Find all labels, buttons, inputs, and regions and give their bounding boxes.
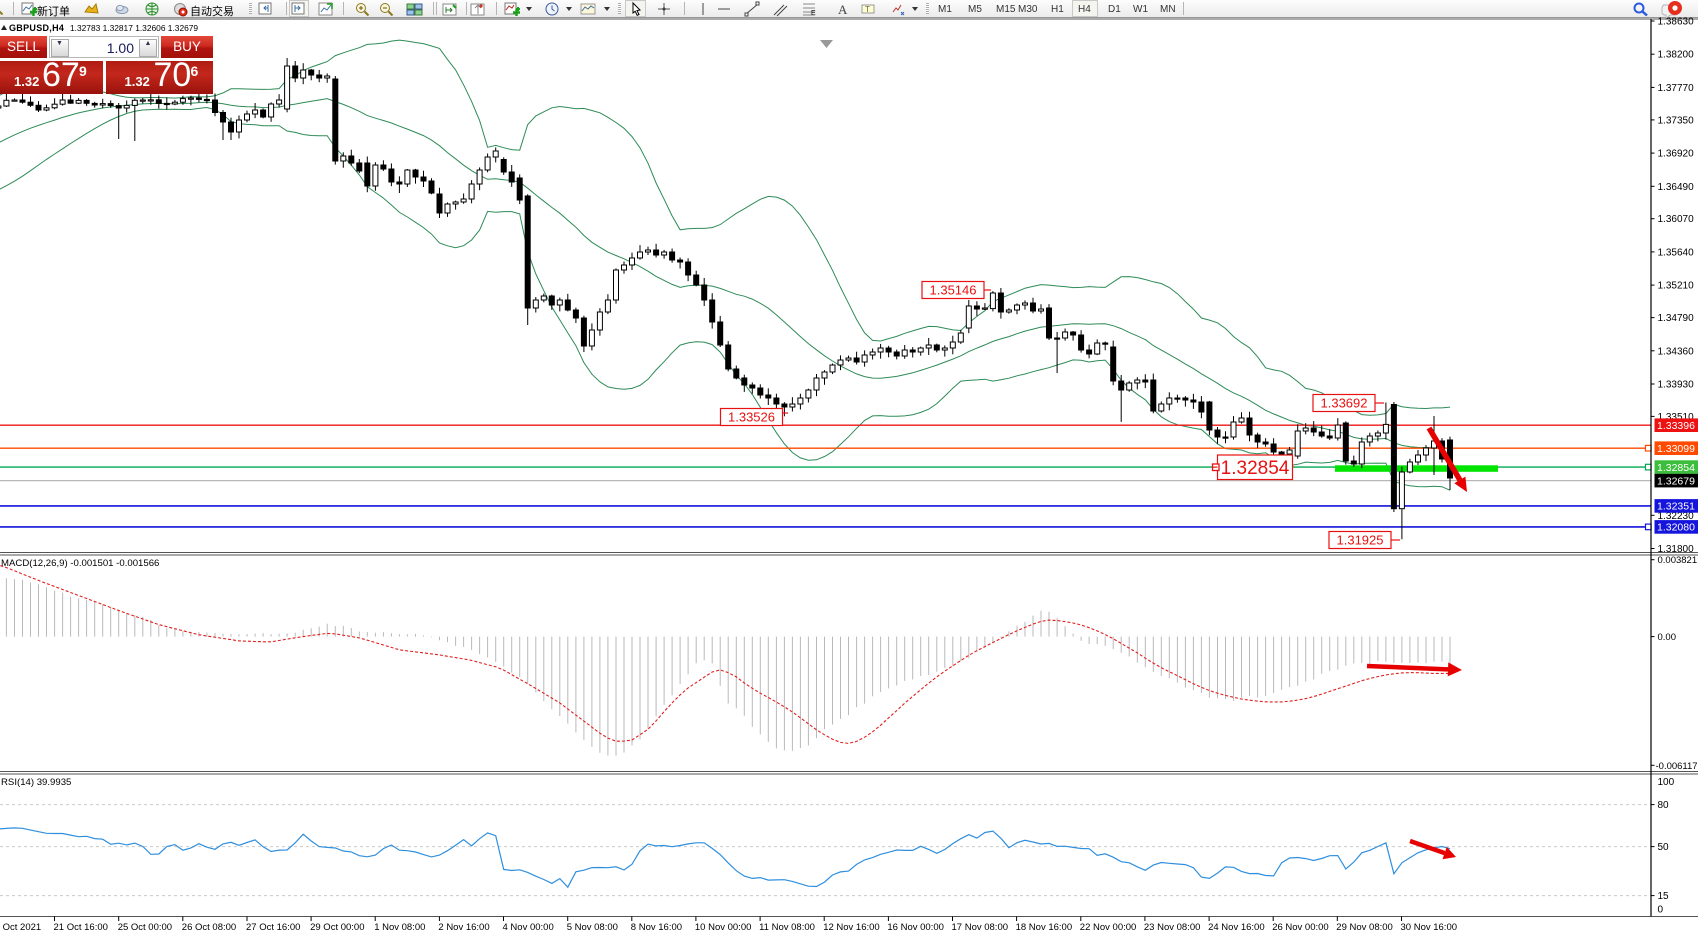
svg-text:A: A [838, 2, 848, 17]
svg-text:80: 80 [1658, 800, 1670, 811]
svg-text:23 Nov 08:00: 23 Nov 08:00 [1144, 922, 1201, 933]
svg-text:26 Nov 00:00: 26 Nov 00:00 [1272, 922, 1329, 933]
svg-text:1.32230: 1.32230 [1658, 511, 1695, 522]
svg-text:1.32351: 1.32351 [1657, 501, 1695, 513]
svg-text:21 Oct 16:00: 21 Oct 16:00 [54, 922, 108, 933]
svg-text:8 Nov 16:00: 8 Nov 16:00 [631, 922, 682, 933]
svg-text:1.32679: 1.32679 [1657, 475, 1695, 487]
svg-text:2 Nov 16:00: 2 Nov 16:00 [438, 922, 489, 933]
svg-text:11 Nov 08:00: 11 Nov 08:00 [759, 922, 815, 933]
svg-text:1.32080: 1.32080 [1657, 522, 1695, 534]
svg-text:1.33526: 1.33526 [728, 410, 775, 425]
svg-text:0.00: 0.00 [1658, 632, 1677, 643]
svg-text:18 Nov 16:00: 18 Nov 16:00 [1016, 922, 1073, 933]
svg-text:10 Nov 00:00: 10 Nov 00:00 [695, 922, 752, 933]
svg-text:24 Nov 16:00: 24 Nov 16:00 [1208, 922, 1265, 933]
svg-text:4 Nov 00:00: 4 Nov 00:00 [503, 922, 554, 933]
svg-text:26 Oct 08:00: 26 Oct 08:00 [182, 922, 236, 933]
svg-text:25 Oct 00:00: 25 Oct 00:00 [118, 922, 172, 933]
svg-text:1.33930: 1.33930 [1658, 380, 1695, 391]
svg-text:16 Nov 00:00: 16 Nov 00:00 [887, 922, 944, 933]
svg-text:0.003821: 0.003821 [1658, 555, 1698, 566]
svg-text:1.32783 1.32817 1.32606 1.3267: 1.32783 1.32817 1.32606 1.32679 [70, 23, 198, 33]
svg-text:1.32854: 1.32854 [1657, 462, 1695, 474]
svg-text:T: T [865, 5, 870, 14]
svg-text:-0.006117: -0.006117 [1656, 761, 1698, 772]
svg-text:27 Oct 16:00: 27 Oct 16:00 [246, 922, 300, 933]
svg-text:1.33099: 1.33099 [1657, 443, 1695, 455]
svg-text:1.35640: 1.35640 [1658, 247, 1695, 258]
svg-text:1.38200: 1.38200 [1658, 50, 1695, 61]
svg-text:17 Nov 08:00: 17 Nov 08:00 [952, 922, 1009, 933]
svg-text:MACD(12,26,9) -0.001501 -0.001: MACD(12,26,9) -0.001501 -0.001566 [1, 558, 159, 569]
svg-text:E: E [811, 10, 816, 17]
svg-text:1.31800: 1.31800 [1658, 544, 1695, 555]
svg-text:50: 50 [1658, 842, 1670, 853]
svg-text:0: 0 [1658, 904, 1664, 915]
svg-text:GBPUSD,H4: GBPUSD,H4 [9, 23, 64, 33]
svg-text:5 Nov 08:00: 5 Nov 08:00 [567, 922, 618, 933]
svg-text:1.32854: 1.32854 [1221, 458, 1290, 479]
svg-text:RSI(14) 39.9935: RSI(14) 39.9935 [1, 777, 71, 788]
svg-text:22 Nov 00:00: 22 Nov 00:00 [1080, 922, 1137, 933]
svg-text:20 Oct 2021: 20 Oct 2021 [0, 922, 41, 933]
svg-text:1.36490: 1.36490 [1658, 182, 1695, 193]
svg-text:1.31925: 1.31925 [1337, 533, 1384, 548]
svg-text:1.33510: 1.33510 [1658, 412, 1695, 423]
svg-text:1.35146: 1.35146 [930, 283, 977, 298]
svg-text:1.36070: 1.36070 [1658, 214, 1695, 225]
svg-text:15: 15 [1658, 891, 1670, 902]
svg-text:1.34360: 1.34360 [1658, 346, 1695, 357]
svg-text:1 Nov 08:00: 1 Nov 08:00 [374, 922, 425, 933]
svg-text:29 Oct 00:00: 29 Oct 00:00 [310, 922, 364, 933]
svg-text:30 Nov 16:00: 30 Nov 16:00 [1401, 922, 1458, 933]
svg-text:1.33396: 1.33396 [1657, 420, 1695, 432]
svg-text:1.34790: 1.34790 [1658, 313, 1695, 324]
svg-text:100: 100 [1658, 777, 1675, 788]
svg-text:1.33692: 1.33692 [1321, 396, 1368, 411]
svg-text:1.36920: 1.36920 [1658, 149, 1695, 160]
svg-text:1.37770: 1.37770 [1658, 83, 1695, 94]
svg-text:1.38630: 1.38630 [1658, 17, 1695, 28]
svg-text:29 Nov 08:00: 29 Nov 08:00 [1336, 922, 1393, 933]
svg-text:1.37350: 1.37350 [1658, 115, 1695, 126]
svg-text:1.35210: 1.35210 [1658, 281, 1695, 292]
svg-text:12 Nov 16:00: 12 Nov 16:00 [823, 922, 880, 933]
